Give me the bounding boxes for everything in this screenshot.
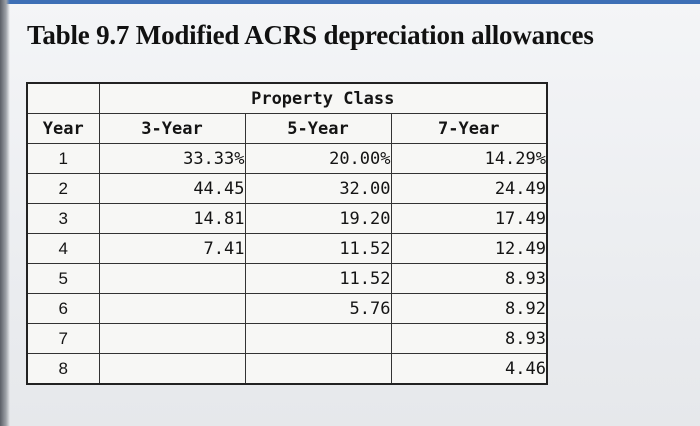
page-title: Table 9.7 Modified ACRS depreciation all… <box>27 20 594 50</box>
col-header-3-year: 3-Year <box>98 113 246 144</box>
corner-cell <box>26 82 100 114</box>
value-5-year: 11.52 <box>244 263 392 294</box>
value-7-year: 24.49 <box>390 173 548 204</box>
value-5-year <box>244 353 392 385</box>
year-cell: 2 <box>26 173 100 204</box>
table-row: 7 8.93 <box>26 323 548 354</box>
value-7-year: 8.93 <box>390 323 548 354</box>
value-7-year: 8.92 <box>390 293 548 324</box>
value-5-year <box>244 323 392 354</box>
value-3-year: 33.33% <box>98 143 246 174</box>
value-5-year: 19.20 <box>244 203 392 234</box>
table-row: 6 5.76 8.92 <box>26 293 548 324</box>
year-column-header: Year <box>26 113 100 144</box>
col-header-7-year: 7-Year <box>390 113 548 144</box>
year-cell: 7 <box>26 323 100 354</box>
year-cell: 6 <box>26 293 100 324</box>
year-cell: 4 <box>26 233 100 264</box>
value-3-year <box>98 263 246 294</box>
value-3-year: 7.41 <box>98 233 246 264</box>
table-row: 8 4.46 <box>26 353 548 385</box>
value-7-year: 14.29% <box>390 143 548 174</box>
acrs-table: Property Class Year 3-Year 5-Year 7-Year… <box>26 82 548 385</box>
year-cell: 8 <box>26 353 100 385</box>
value-7-year: 8.93 <box>390 263 548 294</box>
value-7-year: 17.49 <box>390 203 548 234</box>
year-cell: 1 <box>26 143 100 174</box>
table-row: 3 14.81 19.20 17.49 <box>26 203 548 234</box>
value-3-year <box>98 353 246 385</box>
value-7-year: 4.46 <box>390 353 548 385</box>
value-5-year: 32.00 <box>244 173 392 204</box>
value-5-year: 11.52 <box>244 233 392 264</box>
table-row: 5 11.52 8.93 <box>26 263 548 294</box>
year-cell: 5 <box>26 263 100 294</box>
value-3-year <box>98 293 246 324</box>
top-edge-strip <box>0 0 700 4</box>
table-row: 4 7.41 11.52 12.49 <box>26 233 548 264</box>
table-row: 2 44.45 32.00 24.49 <box>26 173 548 204</box>
value-7-year: 12.49 <box>390 233 548 264</box>
property-class-header: Property Class <box>98 82 548 114</box>
col-header-5-year: 5-Year <box>244 113 392 144</box>
table-group-header-row: Property Class <box>26 82 548 114</box>
table-column-header-row: Year 3-Year 5-Year 7-Year <box>26 113 548 144</box>
value-5-year: 20.00% <box>244 143 392 174</box>
year-cell: 3 <box>26 203 100 234</box>
value-5-year: 5.76 <box>244 293 392 324</box>
value-3-year: 14.81 <box>98 203 246 234</box>
value-3-year <box>98 323 246 354</box>
left-edge-shadow <box>0 0 10 426</box>
value-3-year: 44.45 <box>98 173 246 204</box>
table-row: 1 33.33% 20.00% 14.29% <box>26 143 548 174</box>
